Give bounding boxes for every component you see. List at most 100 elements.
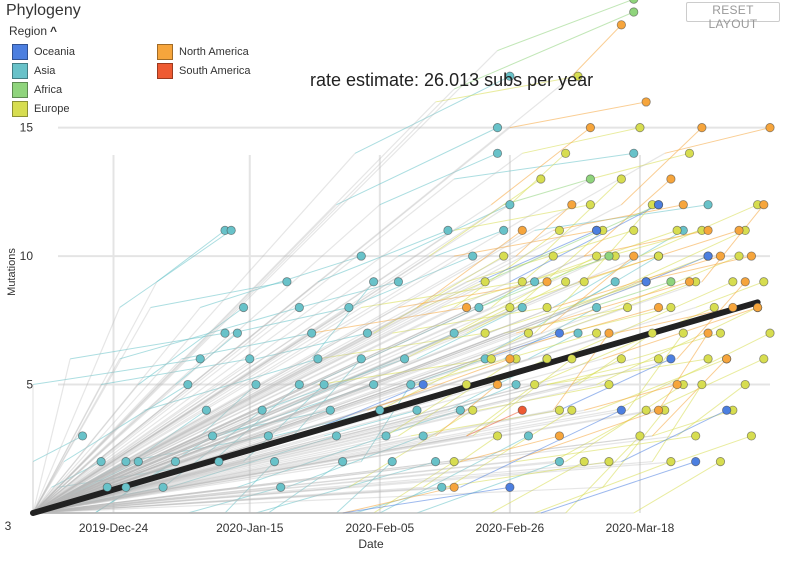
data-point[interactable]	[468, 405, 478, 415]
data-point[interactable]	[765, 123, 775, 133]
data-point[interactable]	[393, 277, 404, 287]
data-point[interactable]	[517, 277, 527, 287]
data-point[interactable]	[505, 71, 515, 81]
data-point[interactable]	[734, 251, 744, 261]
data-point[interactable]	[530, 277, 540, 287]
data-point[interactable]	[709, 302, 719, 313]
data-point[interactable]	[412, 405, 422, 415]
data-point[interactable]	[387, 457, 397, 467]
data-point[interactable]	[294, 379, 304, 390]
data-point[interactable]	[728, 277, 738, 287]
data-point[interactable]	[381, 431, 391, 441]
data-point[interactable]	[468, 251, 478, 261]
data-point[interactable]	[666, 457, 676, 467]
data-point[interactable]	[517, 405, 527, 415]
data-point[interactable]	[443, 225, 453, 235]
data-point[interactable]	[523, 431, 534, 441]
data-point[interactable]	[430, 457, 441, 467]
data-point[interactable]	[591, 251, 602, 261]
data-point[interactable]	[399, 354, 410, 364]
data-point[interactable]	[616, 20, 626, 30]
data-point[interactable]	[567, 405, 577, 415]
data-point[interactable]	[666, 277, 676, 287]
data-point[interactable]	[666, 302, 676, 313]
data-point[interactable]	[641, 97, 651, 107]
data-point[interactable]	[653, 354, 664, 364]
data-point[interactable]	[591, 328, 602, 338]
data-point[interactable]	[715, 328, 726, 338]
data-point[interactable]	[734, 225, 744, 235]
data-point[interactable]	[622, 302, 633, 313]
data-point[interactable]	[604, 379, 614, 390]
data-point[interactable]	[183, 379, 193, 390]
data-point[interactable]	[269, 457, 280, 467]
data-point[interactable]	[251, 379, 261, 390]
data-point[interactable]	[102, 482, 112, 492]
data-point[interactable]	[691, 457, 701, 467]
data-point[interactable]	[567, 354, 577, 364]
data-point[interactable]	[573, 328, 583, 338]
legend-item-oceania[interactable]: Oceania	[12, 44, 75, 60]
data-point[interactable]	[517, 302, 527, 313]
data-point[interactable]	[672, 379, 682, 390]
data-point[interactable]	[542, 354, 552, 364]
data-point[interactable]	[325, 405, 335, 415]
data-point[interactable]	[523, 328, 534, 338]
data-point[interactable]	[499, 251, 509, 261]
data-point[interactable]	[369, 379, 379, 390]
data-point[interactable]	[635, 123, 645, 133]
data-point[interactable]	[220, 328, 230, 338]
data-point[interactable]	[486, 354, 496, 364]
data-point[interactable]	[629, 7, 639, 17]
data-point[interactable]	[697, 379, 707, 390]
data-point[interactable]	[517, 225, 527, 235]
data-point[interactable]	[684, 277, 695, 287]
data-point[interactable]	[554, 225, 565, 235]
data-point[interactable]	[208, 431, 218, 441]
data-point[interactable]	[505, 302, 515, 313]
legend-item-asia[interactable]: Asia	[12, 63, 55, 79]
data-point[interactable]	[610, 277, 620, 287]
data-point[interactable]	[629, 251, 639, 261]
data-point[interactable]	[629, 148, 639, 158]
data-point[interactable]	[356, 354, 366, 364]
data-points[interactable]	[77, 0, 775, 492]
data-point[interactable]	[629, 0, 639, 4]
data-point[interactable]	[480, 328, 490, 338]
data-point[interactable]	[740, 379, 750, 390]
data-point[interactable]	[121, 457, 131, 467]
data-point[interactable]	[759, 200, 769, 210]
data-point[interactable]	[276, 482, 286, 492]
data-point[interactable]	[536, 174, 546, 184]
data-point[interactable]	[344, 302, 354, 313]
data-point[interactable]	[492, 123, 503, 133]
data-point[interactable]	[257, 405, 267, 415]
data-point[interactable]	[653, 200, 664, 210]
data-point[interactable]	[653, 302, 664, 313]
data-point[interactable]	[703, 328, 713, 338]
data-point[interactable]	[585, 200, 595, 210]
data-point[interactable]	[585, 123, 595, 133]
data-point[interactable]	[591, 302, 602, 313]
reset-layout-button[interactable]: RESET LAYOUT	[686, 2, 780, 31]
data-point[interactable]	[604, 457, 614, 467]
data-point[interactable]	[759, 277, 769, 287]
data-point[interactable]	[362, 328, 373, 338]
data-point[interactable]	[653, 251, 664, 261]
data-point[interactable]	[133, 457, 143, 467]
data-point[interactable]	[653, 405, 664, 415]
data-point[interactable]	[418, 379, 428, 390]
data-point[interactable]	[561, 277, 571, 287]
data-point[interactable]	[672, 225, 682, 235]
data-point[interactable]	[505, 200, 515, 210]
data-point[interactable]	[561, 148, 571, 158]
data-point[interactable]	[226, 225, 236, 235]
data-point[interactable]	[238, 302, 249, 313]
data-point[interactable]	[641, 277, 651, 287]
data-point[interactable]	[232, 328, 242, 338]
data-point[interactable]	[715, 457, 726, 467]
legend-item-europe[interactable]: Europe	[12, 101, 69, 117]
data-point[interactable]	[542, 302, 552, 313]
data-point[interactable]	[629, 225, 639, 235]
data-point[interactable]	[294, 302, 304, 313]
